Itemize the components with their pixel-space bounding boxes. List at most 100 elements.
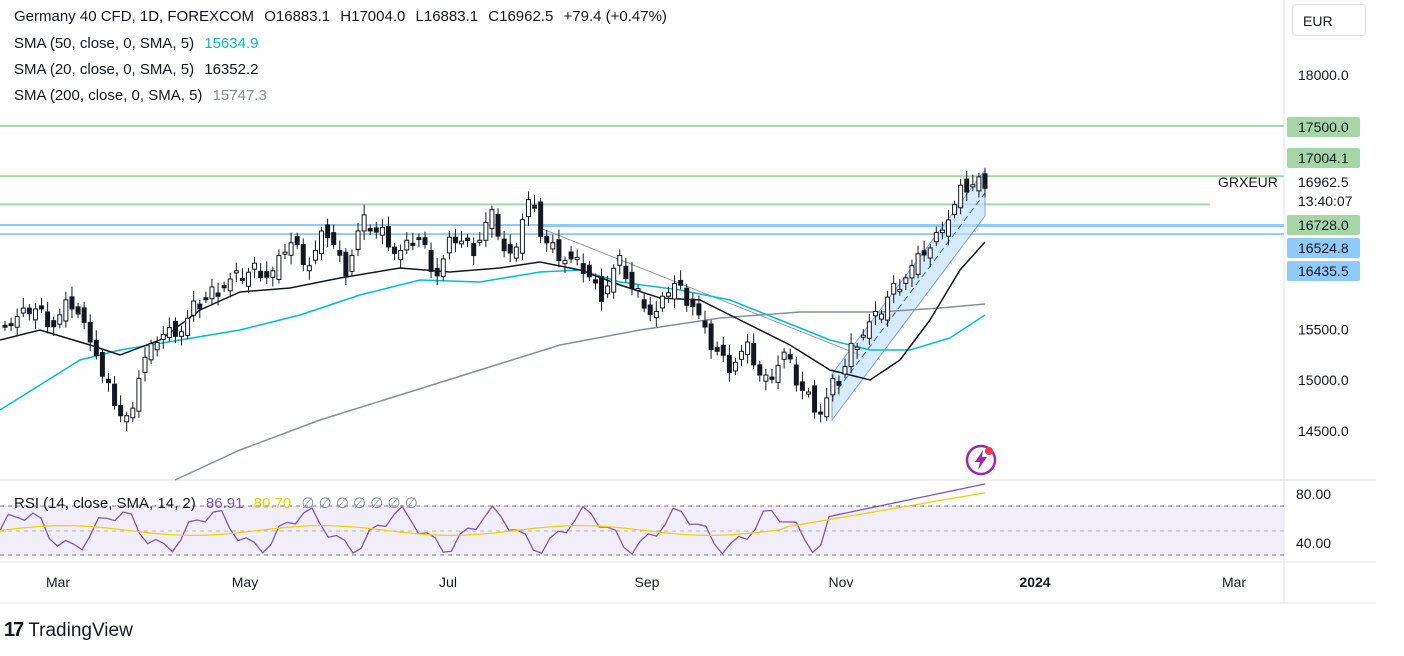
candle-body (203, 297, 209, 301)
candle-body (885, 296, 891, 321)
candle-body (264, 270, 270, 278)
candle-body (860, 334, 866, 338)
lightning-bolt-icon[interactable] (965, 444, 997, 476)
price-chart[interactable]: 18000.0 15500.0 15000.0 14500.0 17500.0 17004… (0, 0, 1376, 604)
high-value: H17004.0 (340, 8, 406, 25)
candle-body (799, 381, 805, 391)
candle-body (751, 343, 757, 366)
candle-body (440, 258, 446, 277)
candle-body (306, 265, 312, 272)
sma200-label: SMA (200, close, 0, SMA, 5) (14, 87, 203, 104)
candle-body (909, 265, 915, 279)
candle-body (166, 327, 172, 338)
candle-body (897, 288, 903, 293)
candle-body (349, 255, 355, 272)
close-value: C16962.5 (488, 8, 554, 25)
sma50-label: SMA (50, close, 0, SMA, 5) (14, 35, 195, 52)
candle-body (57, 314, 63, 325)
candle-body (568, 251, 574, 260)
currency-button[interactable]: EUR (1292, 4, 1366, 36)
candle-body (142, 356, 148, 373)
candle-body (361, 214, 367, 232)
candle-body (428, 250, 434, 272)
candle-body (507, 244, 513, 254)
sma200-value: 15747.3 (212, 87, 267, 104)
candle-body (842, 366, 848, 375)
candle-body (690, 298, 696, 307)
candle-body (592, 279, 598, 284)
rsi-legend[interactable]: RSI (14, close, SMA, 14, 2) 86.91 80.70 … (14, 495, 424, 513)
candle-body (891, 283, 897, 295)
candle-body (678, 279, 684, 286)
candle-body (215, 292, 221, 297)
candle-body (112, 383, 118, 407)
candle-body (14, 316, 20, 328)
candle-body (775, 364, 781, 383)
price-label-bg (1287, 148, 1360, 168)
candle-body (982, 173, 988, 189)
candle-body (665, 292, 671, 297)
candle-body (939, 229, 945, 234)
candle-body (172, 320, 178, 337)
candle-body (26, 307, 32, 315)
candle-body (154, 342, 160, 351)
candle-body (81, 307, 87, 324)
sma200-legend[interactable]: SMA (200, close, 0, SMA, 5) 15747.3 (14, 87, 273, 105)
candle-body (732, 361, 738, 372)
candle-body (130, 407, 136, 419)
candle-body (726, 354, 732, 374)
candle-body (93, 339, 99, 357)
candle-body (331, 232, 337, 246)
candle-body (300, 244, 306, 266)
candle-body (118, 405, 124, 417)
candle-body (434, 267, 440, 277)
candle-body (580, 263, 586, 274)
candle-body (879, 313, 885, 320)
price-label-bg (1287, 215, 1360, 235)
chart-area[interactable]: 18000.0 15500.0 15000.0 14500.0 17500.0 17004… (0, 0, 1376, 604)
candle-body (221, 285, 227, 289)
price-label: 17500.0 (1298, 119, 1349, 135)
candle-body (927, 247, 933, 259)
sma50-legend[interactable]: SMA (50, close, 0, SMA, 5) 15634.9 (14, 35, 264, 53)
brand-name: TradingView (28, 619, 133, 641)
candle-body (836, 380, 842, 386)
candle-body (452, 236, 458, 244)
candle-body (355, 230, 361, 250)
rsi-tick-label: 80.00 (1296, 486, 1331, 502)
rsi-sma-line (0, 492, 986, 537)
candle-body (501, 238, 507, 252)
candle-body (233, 270, 239, 274)
candle-body (702, 320, 708, 328)
candle-body (513, 246, 519, 259)
candle-body (2, 324, 8, 328)
candle-body (489, 209, 495, 230)
channel-midline (831, 192, 986, 398)
candle-body (367, 228, 373, 232)
candle-body (599, 276, 605, 302)
candle-body (538, 201, 544, 237)
tradingview-logo[interactable]: 17 TradingView (4, 619, 133, 642)
candle-body (87, 322, 93, 343)
candle-body (787, 354, 793, 360)
candle-body (136, 377, 142, 412)
time-tick-label: 2024 (1019, 574, 1050, 590)
sma20-legend[interactable]: SMA (20, close, 0, SMA, 5) 16352.2 (14, 61, 264, 79)
time-tick-label: Nov (829, 574, 854, 590)
candle-body (105, 378, 111, 384)
candle-body (611, 267, 617, 293)
candle-body (282, 251, 288, 255)
candle-body (75, 306, 81, 315)
candle-body (416, 237, 422, 241)
candle-body (714, 347, 720, 352)
candle-body (459, 240, 465, 245)
time-tick-label: Sep (635, 574, 660, 590)
candle-body (373, 227, 379, 233)
time-tick-label: Mar (1222, 574, 1246, 590)
candle-body (312, 249, 318, 261)
candle-body (99, 352, 105, 377)
symbol-name: Germany 40 CFD, 1D, FOREXCOM (14, 8, 255, 25)
candle-body (958, 184, 964, 209)
candle-body (866, 321, 872, 339)
candle-body (659, 295, 665, 309)
